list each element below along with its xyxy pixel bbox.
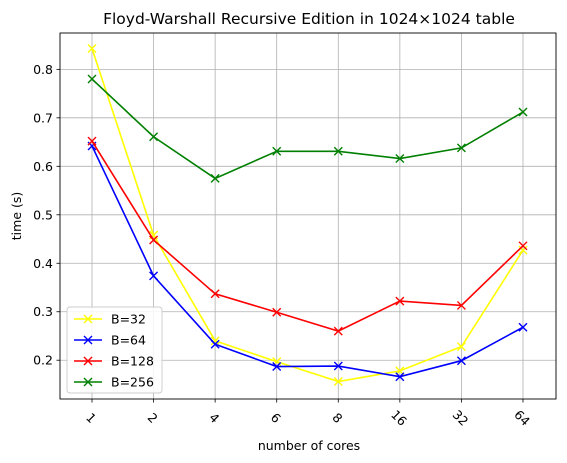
data-point-marker	[149, 235, 159, 245]
data-point-marker	[210, 339, 220, 349]
data-point-marker	[272, 307, 282, 317]
data-point-marker	[333, 146, 343, 156]
data-point-marker	[456, 143, 466, 153]
data-point-marker	[87, 44, 97, 54]
data-point-marker	[518, 241, 528, 251]
x-axis-label: number of cores	[258, 438, 360, 453]
legend-entry: B=64	[74, 333, 146, 348]
data-point-marker	[333, 361, 343, 371]
y-axis-label: time (s)	[9, 192, 24, 240]
x-axis: 1 2 4 6 8 16 32 64	[83, 399, 533, 429]
legend-marker	[83, 377, 93, 387]
legend-entry: B=32	[74, 312, 146, 327]
data-point-marker	[272, 362, 282, 372]
x-tick-label: 6	[268, 410, 284, 426]
grid-lines	[60, 33, 556, 399]
data-point-marker	[456, 300, 466, 310]
series-layer	[87, 44, 528, 387]
y-tick-label: 0.2	[33, 353, 53, 368]
legend-marker	[83, 335, 93, 345]
x-tick-label: 32	[450, 407, 472, 429]
data-point-marker	[456, 356, 466, 366]
y-tick-label: 0.8	[33, 62, 53, 77]
x-tick-label: 16	[388, 407, 410, 429]
legend-marker	[83, 356, 93, 366]
legend-label: B=32	[111, 312, 146, 327]
legend-box	[66, 306, 163, 394]
plot-area	[59, 32, 557, 400]
series-line	[91, 140, 524, 332]
series-B=256	[87, 74, 528, 183]
legend-marker	[83, 314, 93, 324]
y-tick-label: 0.3	[33, 304, 53, 319]
y-tick-label: 0.7	[33, 110, 53, 125]
legend: B=32 B=64 B=128 B=256	[66, 306, 163, 394]
x-tick-label: 2	[145, 410, 161, 426]
legend-label: B=256	[111, 375, 154, 390]
legend-label: B=64	[111, 333, 146, 348]
data-point-marker	[395, 372, 405, 382]
data-point-marker	[210, 336, 220, 346]
data-point-marker	[87, 74, 97, 84]
data-point-marker	[518, 107, 528, 117]
data-point-marker	[395, 296, 405, 306]
chart-title: Floyd-Warshall Recursive Edition in 1024…	[103, 10, 515, 28]
data-point-marker	[149, 132, 159, 142]
y-tick-label: 0.6	[33, 159, 53, 174]
x-tick-label: 1	[83, 410, 99, 426]
data-point-marker	[210, 173, 220, 183]
x-tick-label: 64	[511, 407, 533, 429]
series-B=32	[87, 44, 528, 387]
y-tick-label: 0.4	[33, 256, 53, 271]
data-point-marker	[395, 154, 405, 164]
series-line	[91, 78, 524, 180]
data-point-marker	[272, 146, 282, 156]
data-point-marker	[518, 322, 528, 332]
data-point-marker	[149, 271, 159, 281]
legend-entry: B=128	[74, 354, 154, 369]
y-tick-label: 0.5	[33, 207, 53, 222]
y-axis: 0.2 0.3 0.4 0.5 0.6 0.7 0.8	[33, 62, 60, 368]
series-line	[91, 48, 524, 383]
x-tick-label: 4	[206, 410, 222, 426]
data-point-marker	[333, 377, 343, 387]
data-point-marker	[456, 342, 466, 352]
series-B=128	[87, 136, 528, 336]
series-line	[91, 145, 524, 378]
data-point-marker	[210, 289, 220, 299]
legend-label: B=128	[111, 354, 154, 369]
x-tick-label: 8	[329, 410, 345, 426]
data-point-marker	[87, 136, 97, 146]
data-point-marker	[333, 326, 343, 336]
legend-entry: B=256	[74, 375, 154, 390]
